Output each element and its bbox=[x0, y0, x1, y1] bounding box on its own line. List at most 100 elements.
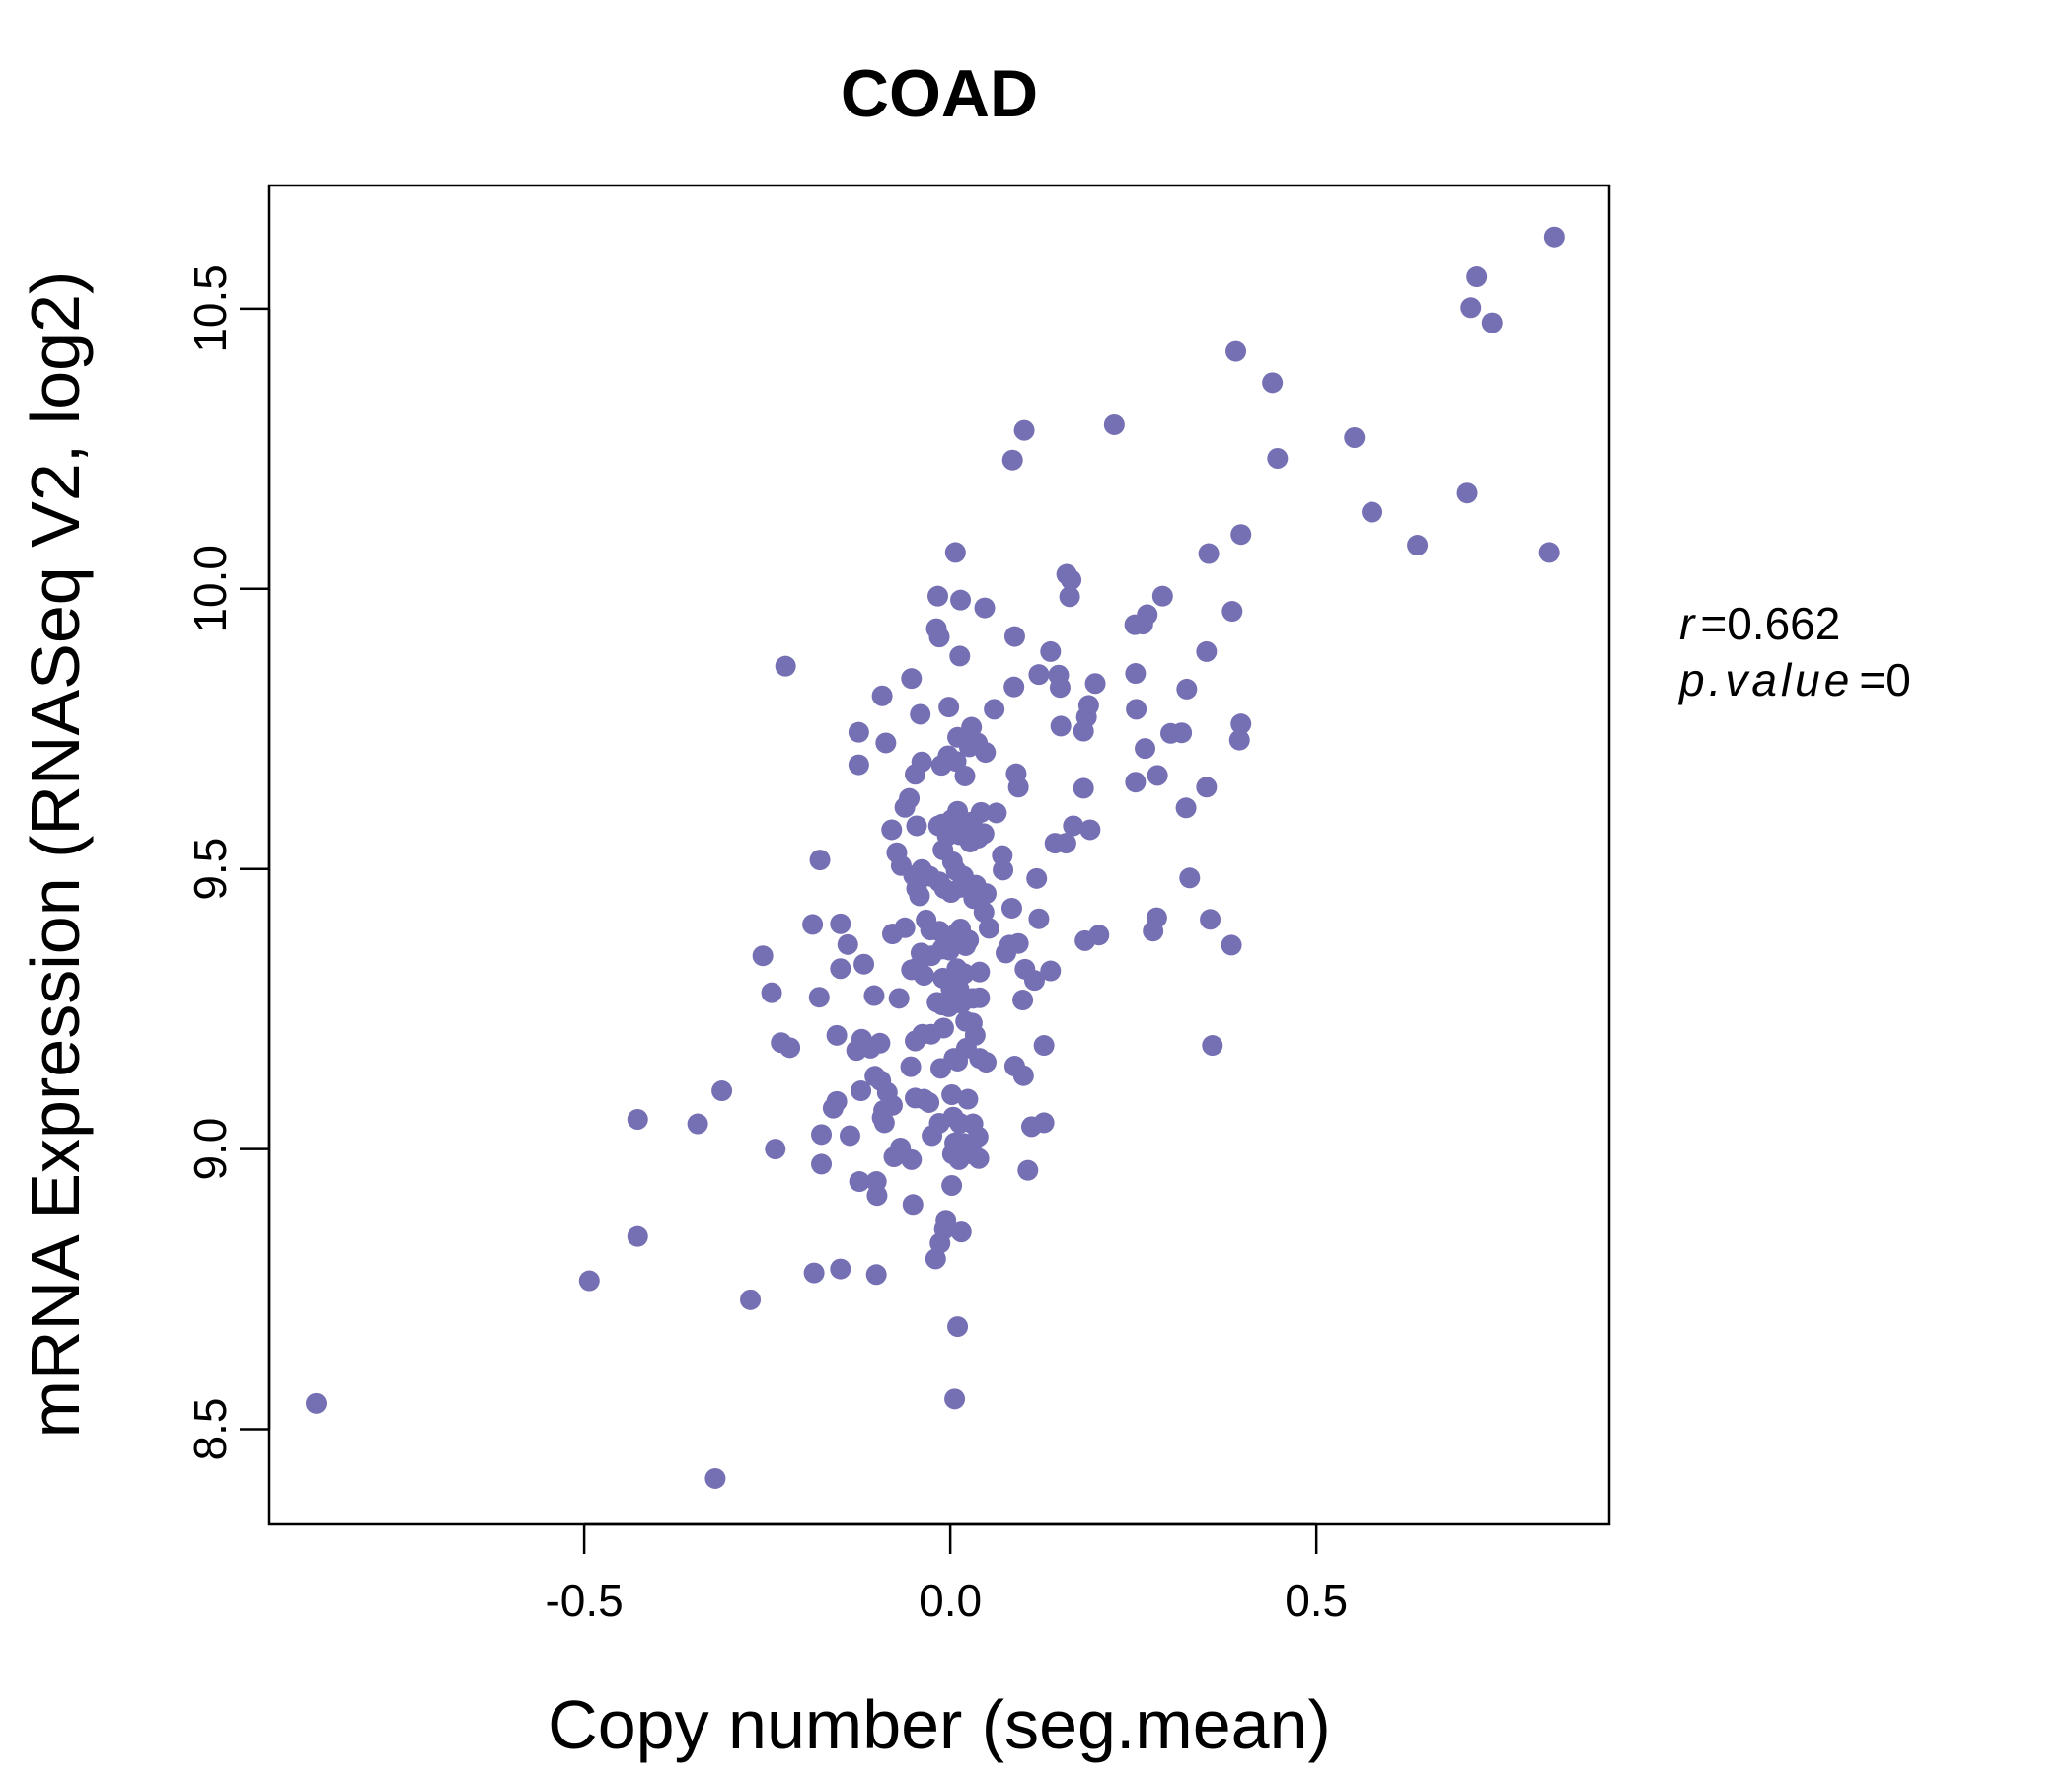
data-point bbox=[687, 1113, 708, 1135]
data-point bbox=[627, 1225, 648, 1247]
data-point bbox=[978, 918, 999, 939]
data-point bbox=[1460, 297, 1482, 319]
data-point bbox=[1103, 413, 1125, 435]
p-symbol: p.value bbox=[1677, 654, 1853, 705]
data-point bbox=[975, 883, 997, 905]
data-point bbox=[1028, 664, 1050, 686]
y-axis: 8.5 9.0 9.5 10.0 10.5 bbox=[185, 264, 271, 1461]
data-point bbox=[992, 845, 1013, 866]
data-point bbox=[873, 1112, 895, 1134]
y-tick-label: 10.0 bbox=[185, 545, 236, 633]
data-point bbox=[1012, 1065, 1034, 1086]
data-point bbox=[1061, 569, 1082, 591]
y-tick-label: 9.0 bbox=[185, 1118, 236, 1181]
p-value: 0 bbox=[1886, 654, 1911, 705]
data-point bbox=[1073, 777, 1094, 799]
data-point bbox=[802, 914, 824, 935]
data-point bbox=[808, 987, 830, 1008]
r-value: 0.662 bbox=[1727, 598, 1840, 649]
data-point bbox=[941, 1174, 963, 1196]
data-point bbox=[894, 917, 916, 938]
data-point bbox=[919, 1091, 940, 1113]
data-point bbox=[1230, 713, 1252, 735]
data-point bbox=[1344, 427, 1366, 449]
data-point bbox=[911, 751, 932, 773]
pvalue-annotation: p.value =0 bbox=[1677, 654, 1911, 705]
data-point bbox=[1171, 722, 1193, 744]
data-point bbox=[1007, 932, 1029, 954]
data-point bbox=[1003, 626, 1025, 647]
data-point bbox=[969, 961, 991, 983]
data-point bbox=[944, 1388, 966, 1410]
data-point bbox=[803, 1262, 825, 1284]
data-point bbox=[1179, 867, 1201, 889]
data-point bbox=[1001, 449, 1023, 471]
data-point bbox=[826, 1024, 848, 1046]
x-tick-label: 0.5 bbox=[1285, 1575, 1348, 1626]
data-point bbox=[947, 800, 969, 822]
data-point bbox=[888, 988, 910, 1009]
data-point bbox=[906, 815, 927, 837]
data-point bbox=[973, 901, 995, 923]
data-point bbox=[1088, 925, 1110, 946]
data-point bbox=[1407, 535, 1429, 556]
data-point bbox=[830, 1258, 851, 1280]
data-point bbox=[869, 1032, 891, 1054]
data-point bbox=[627, 1108, 648, 1130]
data-point bbox=[1049, 677, 1071, 699]
data-point bbox=[958, 929, 980, 951]
data-point bbox=[1126, 699, 1147, 720]
data-point bbox=[848, 721, 869, 743]
x-tick-label: -0.5 bbox=[545, 1575, 623, 1626]
data-point bbox=[1003, 676, 1025, 698]
data-point bbox=[1466, 266, 1488, 288]
data-point bbox=[1176, 678, 1198, 700]
data-point bbox=[761, 982, 782, 1003]
data-point bbox=[1077, 695, 1099, 716]
data-point bbox=[1084, 673, 1106, 695]
data-point bbox=[837, 933, 858, 955]
data-point bbox=[1059, 586, 1080, 608]
data-point bbox=[1028, 908, 1050, 929]
data-point bbox=[775, 655, 796, 677]
data-point bbox=[1262, 372, 1284, 394]
data-point bbox=[830, 958, 851, 980]
data-point bbox=[901, 668, 923, 690]
data-point bbox=[811, 1153, 833, 1175]
data-point bbox=[875, 732, 897, 754]
data-point bbox=[1079, 819, 1101, 841]
data-point bbox=[964, 1024, 986, 1046]
data-point bbox=[1200, 909, 1221, 930]
data-point bbox=[932, 1017, 954, 1039]
y-tick-label: 10.5 bbox=[185, 264, 236, 353]
data-point bbox=[950, 1221, 972, 1243]
data-point bbox=[1055, 833, 1076, 854]
data-point bbox=[1151, 585, 1173, 607]
data-point bbox=[809, 850, 831, 871]
data-point bbox=[935, 1210, 957, 1231]
data-point bbox=[1147, 765, 1168, 786]
y-tick-label: 8.5 bbox=[185, 1398, 236, 1461]
data-point bbox=[901, 1148, 923, 1170]
data-point bbox=[986, 802, 1007, 824]
data-point bbox=[1230, 524, 1252, 546]
data-point bbox=[1362, 501, 1383, 523]
points-layer bbox=[305, 226, 1565, 1489]
y-tick-label: 9.5 bbox=[185, 838, 236, 901]
data-point bbox=[305, 1392, 327, 1414]
data-point bbox=[765, 1139, 786, 1160]
x-tick-label: 0.0 bbox=[919, 1575, 982, 1626]
data-point bbox=[1196, 640, 1218, 662]
correlation-annotation: r =0.662 bbox=[1679, 598, 1840, 649]
data-point bbox=[1146, 907, 1167, 928]
data-point bbox=[1000, 897, 1022, 919]
data-point bbox=[910, 703, 931, 725]
data-point bbox=[928, 627, 950, 648]
data-point bbox=[1221, 934, 1242, 956]
data-point bbox=[899, 787, 921, 809]
data-point bbox=[950, 589, 972, 611]
x-axis: -0.5 0.0 0.5 bbox=[545, 1522, 1348, 1626]
data-point bbox=[1135, 738, 1156, 760]
data-point bbox=[1023, 970, 1045, 992]
